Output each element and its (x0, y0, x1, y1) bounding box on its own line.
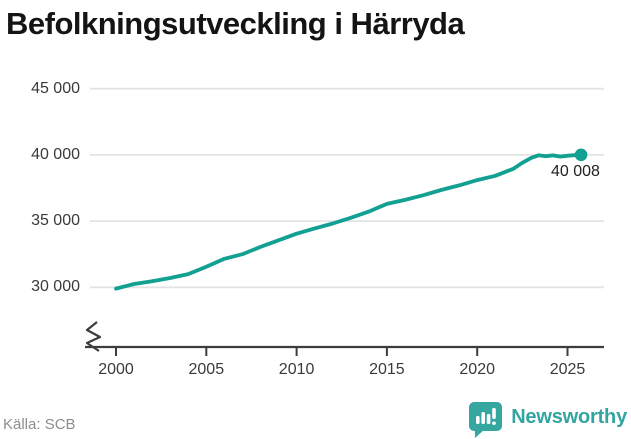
x-axis-tick-label: 2025 (549, 361, 586, 378)
chart-title: Befolkningsutveckling i Härryda (6, 6, 465, 41)
end-point-marker (574, 148, 588, 162)
brand-name: Newsworthy (511, 405, 627, 428)
population-line-series (114, 152, 583, 291)
source-label: Källa: SCB (3, 416, 76, 433)
y-axis-tick-label: 35 000 (31, 212, 80, 230)
x-axis-tick-label: 2020 (459, 361, 495, 378)
newsworthy-bubble-chart-icon (469, 402, 503, 438)
y-axis-tick-label: 40 000 (31, 145, 80, 163)
x-axis-tick-label: 2000 (98, 361, 134, 378)
x-axis-tick-label: 2005 (188, 361, 225, 378)
x-axis-tick-label: 2010 (278, 361, 315, 378)
x-axis-tick-label: 2015 (369, 361, 405, 378)
end-value-label: 40 008 (551, 163, 600, 180)
y-axis-tick-label: 45 000 (31, 79, 80, 97)
y-axis-tick-label: 30 000 (31, 278, 80, 296)
newsworthy-logo: Newsworthy (468, 401, 627, 439)
axis-break-icon (85, 321, 102, 352)
